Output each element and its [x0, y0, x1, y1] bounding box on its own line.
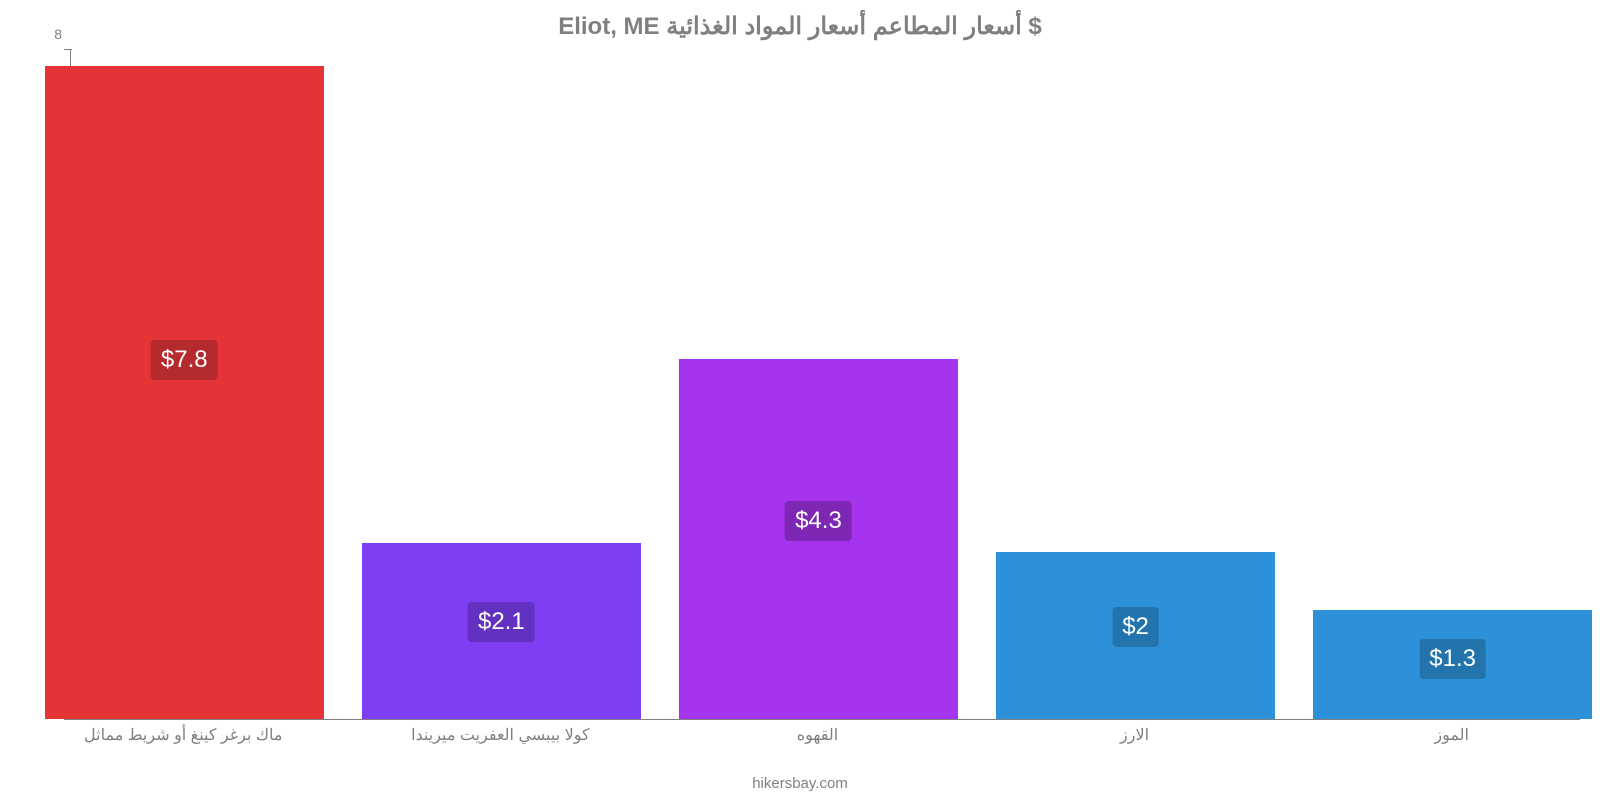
- chart-title: Eliot, ME أسعار المطاعم أسعار المواد الغ…: [0, 12, 1600, 41]
- bar: $7.8: [45, 66, 324, 719]
- bar-value-label: $4.3: [785, 501, 852, 541]
- attribution-text: hikersbay.com: [0, 775, 1600, 792]
- x-category-label: الموز: [1434, 725, 1469, 745]
- x-category-label: ماك برغر كينغ أو شريط مماثل: [84, 725, 282, 745]
- price-bar-chart: Eliot, ME أسعار المطاعم أسعار المواد الغ…: [0, 0, 1600, 800]
- y-tick-label: 8: [54, 26, 62, 42]
- bar: $2.1: [362, 543, 641, 719]
- bar: $4.3: [679, 359, 958, 719]
- bar-value-label: $1.3: [1419, 639, 1486, 679]
- bar-value-label: $2: [1112, 607, 1159, 647]
- bar-value-label: $7.8: [151, 340, 218, 380]
- bar: $2: [996, 552, 1275, 720]
- x-category-label: القهوه: [797, 725, 838, 745]
- x-category-label: كولا بيبسي العفريت ميريندا: [411, 725, 590, 745]
- x-axis-labels: ماك برغر كينغ أو شريط مماثل كولا بيبسي ال…: [70, 725, 1580, 755]
- x-category-label: الارز: [1120, 725, 1149, 745]
- bars-area: $7.8 $2.1 $4.3 $2 $1.3: [70, 50, 1580, 720]
- plot-area: 012345678 $7.8$2.1$4.3$2$1.3: [40, 50, 1580, 720]
- bar-value-label: $2.1: [468, 602, 535, 642]
- bar: $1.3: [1313, 610, 1592, 719]
